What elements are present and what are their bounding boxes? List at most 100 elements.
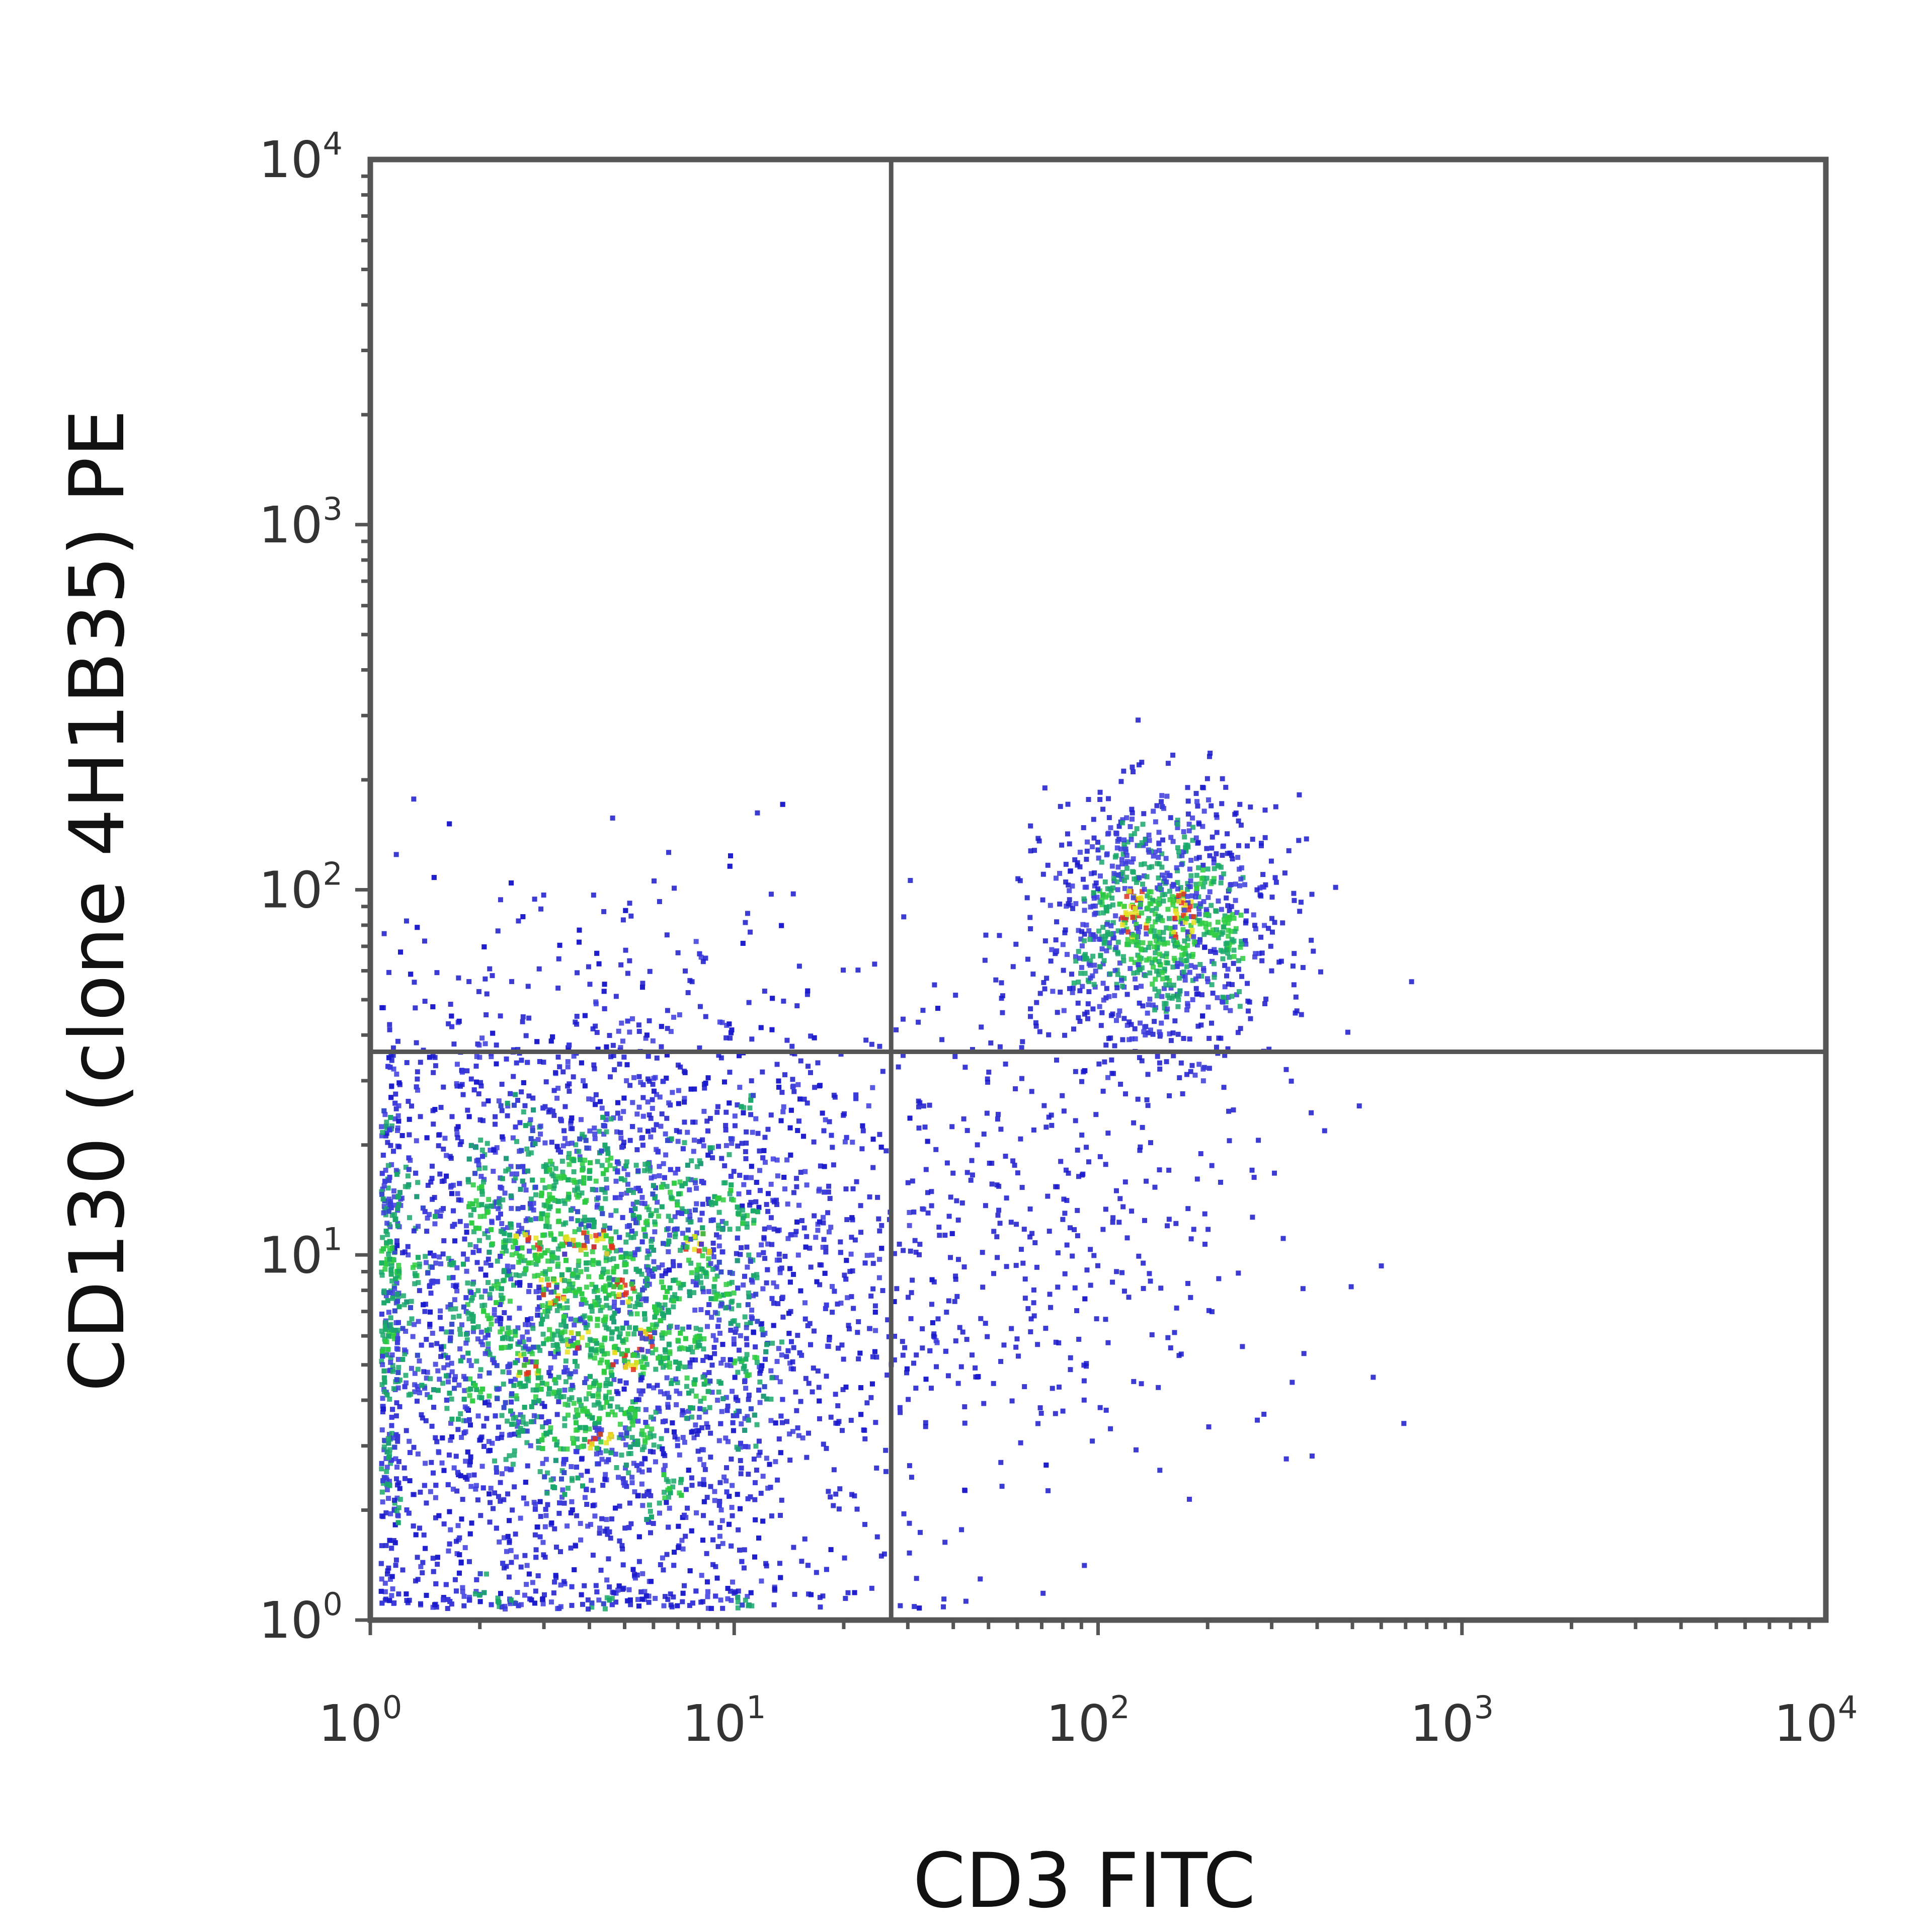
data-point [619,1145,625,1150]
data-point [624,1062,630,1068]
data-point [633,1326,638,1332]
data-point [460,1589,465,1594]
data-point [525,1168,530,1174]
data-point [513,1393,519,1399]
data-point [496,1215,501,1221]
data-point [779,1352,784,1358]
data-point [596,1597,602,1603]
data-point [674,1402,679,1408]
data-point [396,1591,401,1597]
data-point [467,1393,472,1398]
data-point [485,1332,491,1338]
data-point [589,1338,594,1343]
data-point [382,1112,388,1117]
data-point [568,1371,574,1377]
data-point [460,1354,465,1360]
data-point [384,1469,389,1474]
data-point [689,1270,694,1275]
data-point [590,1249,595,1254]
data-point [390,1257,395,1262]
data-point [498,897,503,903]
data-point [521,1339,526,1345]
data-point [387,1202,392,1208]
data-point [787,1458,793,1463]
data-point [715,1398,720,1403]
data-point [402,1249,408,1255]
data-point [473,1483,479,1488]
data-point [422,938,427,944]
data-point [573,1543,578,1549]
data-point [549,1140,554,1145]
data-point [510,1264,516,1270]
data-point [577,1286,582,1292]
data-point [735,1370,741,1375]
data-point [898,1410,903,1415]
data-point [474,1054,479,1059]
data-point [441,1468,447,1473]
data-point [390,1053,396,1058]
data-point [531,1200,536,1206]
data-point [392,1202,397,1208]
data-point [495,1318,500,1324]
data-point [414,1398,420,1404]
data-point [593,1102,598,1107]
data-point [420,1205,426,1211]
data-point [413,1273,418,1278]
data-point [496,1098,502,1104]
data-point [660,1335,665,1341]
data-point [785,1348,791,1353]
data-point [941,1604,946,1609]
data-point [577,1397,582,1403]
data-point [612,1412,618,1418]
data-point [702,1247,707,1252]
data-point [701,1346,706,1352]
data-point [782,1186,787,1192]
data-point [632,1572,637,1577]
data-point [672,1292,678,1298]
data-point [646,1161,651,1166]
data-point [699,1425,705,1430]
data-point [659,1184,665,1190]
data-point [729,1027,735,1033]
data-point [451,1465,457,1471]
data-point [561,1314,567,1320]
data-point [560,1243,566,1248]
data-point [623,1352,628,1357]
data-point [632,1289,637,1294]
data-point [639,1596,645,1602]
data-point [383,1352,388,1358]
data-point [397,1497,403,1502]
data-point [645,1219,650,1224]
data-point [513,1175,518,1181]
data-point [559,1159,565,1164]
data-point [470,1281,475,1287]
data-point [424,1592,429,1598]
data-point [492,1490,498,1496]
data-point [689,1483,695,1488]
data-point [667,1267,672,1273]
data-point [446,1548,451,1554]
data-point [582,1135,587,1140]
data-point [758,1368,763,1374]
data-point [794,1184,799,1189]
data-point [747,1202,753,1208]
data-point [538,906,544,912]
data-point [456,1382,462,1388]
data-point [379,1576,384,1582]
data-point [411,1265,416,1270]
data-point [588,1304,594,1310]
data-point [598,1405,603,1411]
data-point [482,976,488,982]
data-point [523,1357,528,1362]
data-point [494,1145,500,1151]
data-point [482,1165,488,1171]
data-point [452,1238,457,1244]
data-point [748,929,753,935]
data-point [760,1286,766,1292]
data-point [404,1591,409,1597]
data-point [473,1225,478,1231]
data-point [632,1252,637,1257]
data-point [660,1419,666,1424]
data-point [775,1228,780,1234]
data-point [727,1227,733,1232]
